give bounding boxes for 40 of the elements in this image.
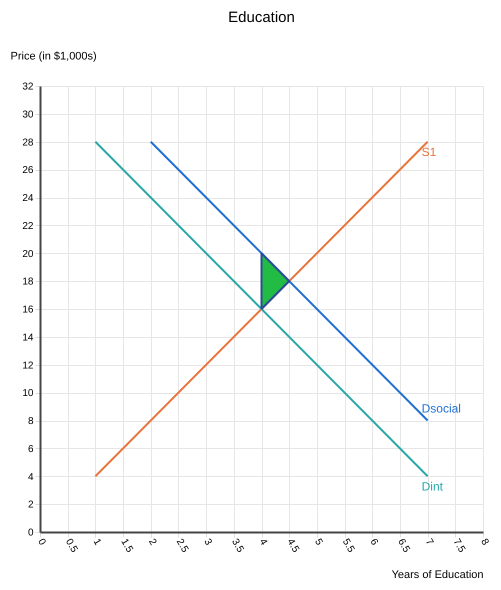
x-tick-label: 1.5	[118, 537, 136, 555]
y-tick-label: 6	[28, 444, 34, 455]
series-label: Dint	[422, 479, 444, 494]
x-tick-label: 0	[35, 537, 48, 548]
y-tick-label: 20	[22, 248, 34, 260]
x-axis-title: Years of Education	[392, 569, 484, 582]
x-tick-label: 3.5	[229, 537, 246, 555]
chart-title: Education	[228, 9, 295, 26]
series-label: Dsocial	[422, 402, 461, 416]
y-tick-label: 8	[28, 416, 34, 427]
y-tick-label: 4	[28, 472, 34, 483]
y-tick-label: 22	[22, 220, 34, 232]
x-tick-label: 3	[201, 537, 214, 548]
x-tick-label: 7.5	[450, 537, 468, 555]
x-tick-label: 6.5	[395, 537, 412, 555]
y-tick-label: 26	[22, 165, 34, 176]
y-tick-label: 32	[22, 82, 34, 92]
x-tick-label: 5	[312, 537, 325, 548]
x-tick-label: 8	[478, 537, 491, 548]
x-tick-label: 1	[90, 537, 104, 548]
y-tick-label: 14	[22, 332, 34, 344]
y-tick-label: 0	[28, 528, 34, 538]
y-tick-label: 10	[22, 388, 34, 400]
x-tick-label: 2.5	[174, 537, 190, 555]
x-tick-label: 2	[146, 537, 159, 548]
x-tick-label: 6	[368, 537, 380, 548]
y-tick-label: 18	[22, 276, 34, 288]
y-tick-label: 28	[22, 137, 34, 148]
y-tick-label: 12	[22, 360, 34, 372]
series-label: S1	[422, 144, 437, 159]
x-tick-label: 5.5	[340, 537, 357, 555]
x-tick-label: 7	[422, 537, 436, 548]
y-tick-label: 16	[22, 304, 34, 316]
x-tick-label: 4.5	[284, 537, 302, 555]
y-tick-label: 2	[28, 500, 34, 511]
x-tick-label: 0.5	[62, 537, 80, 555]
y-tick-label: 30	[22, 109, 34, 120]
y-axis-title: Price (in $1,000s)	[10, 50, 97, 62]
x-tick-label: 4	[256, 537, 270, 548]
y-tick-label: 24	[22, 193, 34, 204]
